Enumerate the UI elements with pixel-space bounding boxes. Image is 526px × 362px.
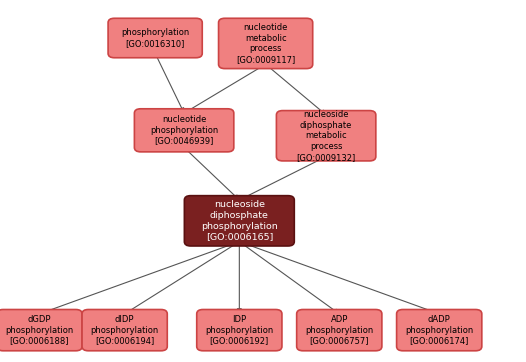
FancyBboxPatch shape <box>219 18 312 69</box>
Text: phosphorylation
[GO:0016310]: phosphorylation [GO:0016310] <box>121 28 189 48</box>
Text: nucleotide
phosphorylation
[GO:0046939]: nucleotide phosphorylation [GO:0046939] <box>150 115 218 146</box>
Text: nucleoside
diphosphate
phosphorylation
[GO:0006165]: nucleoside diphosphate phosphorylation [… <box>201 200 278 241</box>
FancyBboxPatch shape <box>134 109 234 152</box>
Text: ADP
phosphorylation
[GO:0006757]: ADP phosphorylation [GO:0006757] <box>305 315 373 345</box>
FancyBboxPatch shape <box>82 310 167 351</box>
FancyBboxPatch shape <box>277 111 376 161</box>
FancyBboxPatch shape <box>185 195 295 246</box>
FancyBboxPatch shape <box>197 310 282 351</box>
Text: nucleoside
diphosphate
metabolic
process
[GO:0009132]: nucleoside diphosphate metabolic process… <box>297 110 356 162</box>
Text: dGDP
phosphorylation
[GO:0006188]: dGDP phosphorylation [GO:0006188] <box>5 315 74 345</box>
FancyBboxPatch shape <box>397 310 482 351</box>
FancyBboxPatch shape <box>108 18 202 58</box>
Text: IDP
phosphorylation
[GO:0006192]: IDP phosphorylation [GO:0006192] <box>205 315 274 345</box>
FancyBboxPatch shape <box>0 310 82 351</box>
Text: dADP
phosphorylation
[GO:0006174]: dADP phosphorylation [GO:0006174] <box>405 315 473 345</box>
FancyBboxPatch shape <box>297 310 382 351</box>
Text: dIDP
phosphorylation
[GO:0006194]: dIDP phosphorylation [GO:0006194] <box>90 315 159 345</box>
Text: nucleotide
metabolic
process
[GO:0009117]: nucleotide metabolic process [GO:0009117… <box>236 23 295 64</box>
